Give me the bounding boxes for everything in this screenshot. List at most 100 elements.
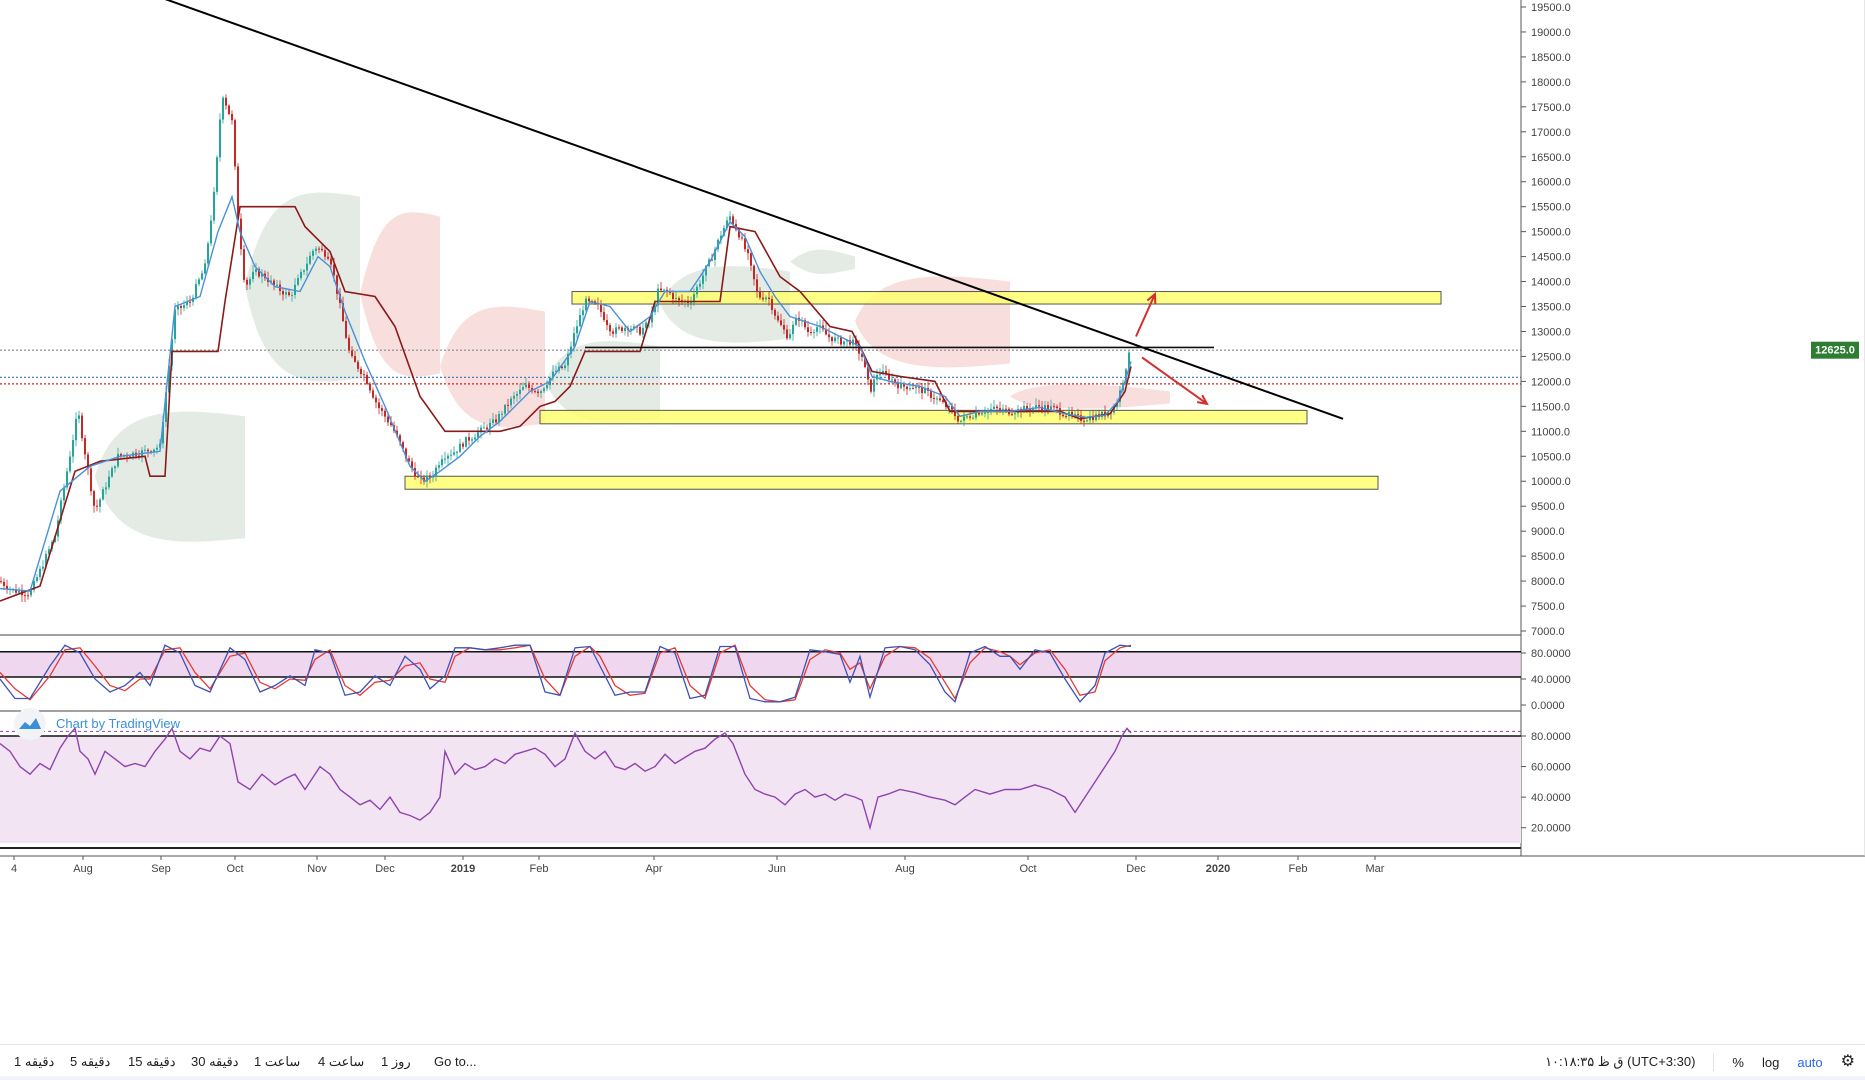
candle-body [657, 288, 659, 306]
candle-body [72, 440, 74, 457]
candle-body [261, 273, 263, 277]
goto-button[interactable]: Go to... [434, 1054, 477, 1069]
rsi-band [0, 736, 1521, 843]
candle-body [156, 447, 158, 450]
candle-body [441, 459, 443, 466]
candle-body [864, 356, 866, 368]
stoch-tick-label: 40.0000 [1531, 674, 1571, 686]
candle-body [723, 227, 725, 236]
bottom-toolbar: 1 دقیقه 5 دقیقه 15 دقیقه 30 دقیقه 1 ساعت… [0, 1044, 1865, 1077]
y-tick-label: 9000.0 [1531, 526, 1565, 538]
percent-toggle[interactable]: % [1732, 1054, 1744, 1070]
candle-body [813, 331, 815, 333]
candle-body [387, 416, 389, 423]
x-tick-label: Oct [226, 863, 243, 875]
stochastic-pane: 80.0000 40.0000 0.0000 [0, 644, 1571, 712]
candle-body [129, 456, 131, 458]
auto-scale-toggle[interactable]: auto [1797, 1054, 1823, 1070]
timeframe-1d[interactable]: 1 روز [381, 1054, 411, 1069]
candle-body [201, 273, 203, 280]
candle-body [480, 427, 482, 433]
candle-body [1095, 414, 1097, 421]
candle-body [114, 466, 116, 469]
candle-body [918, 386, 920, 388]
candle-body [756, 279, 758, 292]
candle-body [618, 327, 620, 329]
candle-body [870, 379, 872, 392]
timeframe-15m[interactable]: 15 دقیقه [128, 1054, 176, 1069]
candle-body [1014, 413, 1016, 415]
candle-body [174, 309, 176, 340]
candle-body [309, 255, 311, 264]
cloud-segment [1010, 384, 1170, 409]
candle-body [303, 270, 305, 272]
timeframe-5m[interactable]: 5 دقیقه [70, 1054, 111, 1069]
candle-body [3, 581, 5, 586]
candle-body [921, 386, 923, 393]
timeframe-1m[interactable]: 1 دقیقه [14, 1054, 55, 1069]
bottom-edge [0, 1076, 1865, 1080]
stoch-tick-label: 80.0000 [1531, 648, 1571, 660]
candle-body [750, 253, 752, 266]
timeframe-30m[interactable]: 30 دقیقه [191, 1054, 239, 1069]
candle-body [288, 292, 290, 296]
candle-body [969, 416, 971, 418]
candle-body [516, 393, 518, 396]
gear-icon[interactable]: ⚙ [1840, 1053, 1855, 1070]
candle-body [153, 449, 155, 453]
candle-body [903, 383, 905, 387]
candle-body [396, 430, 398, 436]
candle-body [621, 327, 623, 331]
candle-body [993, 406, 995, 409]
candle-body [282, 291, 284, 295]
timeframe-4h[interactable]: 4 ساعت [318, 1054, 365, 1069]
candle-body [978, 412, 980, 415]
candle-body [714, 249, 716, 260]
candle-body [525, 384, 527, 388]
candle-body [18, 591, 20, 593]
candle-body [912, 388, 914, 390]
candle-body [645, 322, 647, 328]
candle-body [0, 581, 2, 583]
candle-body [468, 437, 470, 441]
candle-body [891, 379, 893, 381]
x-tick-label: Aug [895, 863, 915, 875]
candle-body [642, 327, 644, 335]
candle-body [1053, 406, 1055, 408]
candle-body [327, 256, 329, 259]
candle-body [81, 415, 83, 439]
candle-body [996, 406, 998, 409]
candle-body [675, 298, 677, 300]
candle-body [45, 554, 47, 567]
candle-body [660, 288, 662, 291]
candle-body [384, 410, 386, 417]
candle-body [957, 416, 959, 422]
candle-body [342, 303, 344, 322]
candle-body [381, 408, 383, 411]
candle-body [726, 220, 728, 228]
candle-body [930, 390, 932, 398]
y-tick-label: 18000.0 [1531, 77, 1571, 89]
candle-body [408, 458, 410, 462]
candle-body [210, 220, 212, 244]
log-toggle[interactable]: log [1761, 1054, 1780, 1070]
timeframe-1h[interactable]: 1 ساعت [254, 1054, 301, 1069]
candle-body [720, 235, 722, 240]
candle-body [486, 427, 488, 430]
candle-body [168, 365, 170, 393]
candle-body [936, 398, 938, 400]
candle-body [234, 120, 236, 167]
candle-body [924, 388, 926, 393]
cloud-segment [440, 306, 545, 427]
candle-body [777, 315, 779, 321]
candle-body [573, 333, 575, 347]
clock-timezone[interactable]: ق ظ ۱۰:۱۸:۳۵ (UTC+3:30) [1545, 1054, 1696, 1069]
candle-body [39, 568, 41, 578]
candle-body [501, 413, 503, 415]
candle-body [96, 505, 98, 507]
candle-body [366, 374, 368, 384]
candle-body [552, 371, 554, 378]
tradingview-chart[interactable]: 7000.0 7500.0 8000.0 8500.0 9000.0 9500.0 1000… [0, 0, 1865, 1044]
candle-body [729, 216, 731, 221]
candle-body [633, 326, 635, 329]
